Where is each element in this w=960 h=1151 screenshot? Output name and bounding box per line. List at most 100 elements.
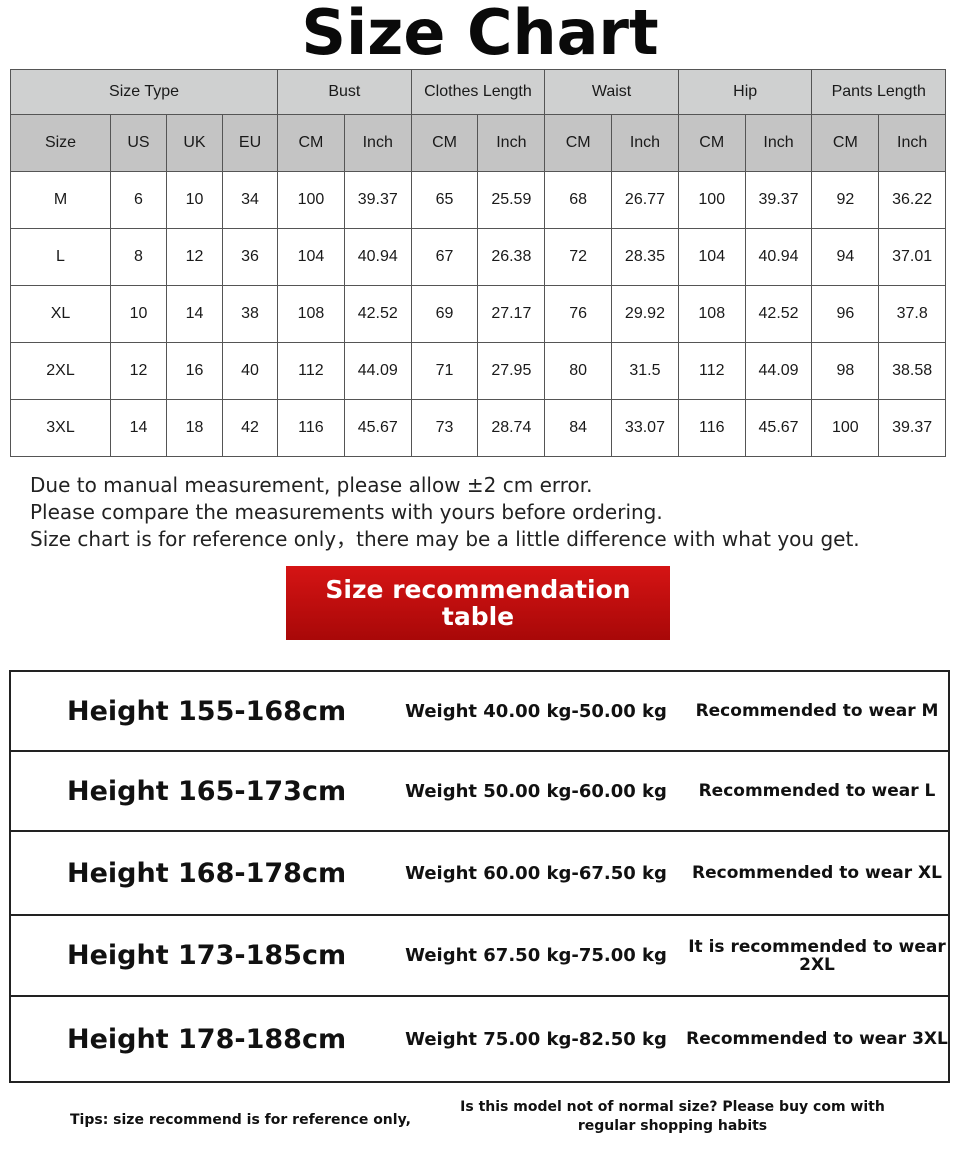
subheader-cell: CM xyxy=(410,114,479,172)
subheader-cell: Size xyxy=(10,114,111,172)
recommended-size: Recommended to wear M xyxy=(695,701,939,721)
recommendation-row: Height 168-178cm Weight 60.00 kg-67.50 kg… xyxy=(11,832,948,916)
table-cell: 36.22 xyxy=(878,171,947,229)
table-cell: 98 xyxy=(811,342,880,400)
group-header: Hip xyxy=(677,69,813,115)
recommendation-row: Height 165-173cm Weight 50.00 kg-60.00 kg… xyxy=(11,752,948,832)
table-cell: 108 xyxy=(677,285,746,343)
table-cell: 42.52 xyxy=(744,285,813,343)
table-cell: 38.58 xyxy=(878,342,947,400)
recommended-size: Recommended to wear L xyxy=(698,781,936,801)
table-cell: 40.94 xyxy=(744,228,813,286)
table-cell: 6 xyxy=(110,171,167,229)
table-cell: 36 xyxy=(221,228,279,286)
height-range: Height 178-188cm xyxy=(67,1023,347,1055)
table-cell: 28.35 xyxy=(611,228,679,286)
table-cell: 65 xyxy=(410,171,479,229)
table-cell: 69 xyxy=(410,285,479,343)
weight-range: Weight 50.00 kg-60.00 kg xyxy=(405,780,667,802)
subheader-cell: CM xyxy=(811,114,880,172)
table-cell: 39.37 xyxy=(343,171,412,229)
page-title: Size Chart xyxy=(301,0,659,69)
table-cell: 8 xyxy=(110,228,167,286)
table-cell: 18 xyxy=(166,399,223,457)
height-range: Height 173-185cm xyxy=(67,940,347,971)
size-chart-table: Size Type Bust Clothes Length Waist Hip … xyxy=(9,69,947,457)
table-cell: 108 xyxy=(277,285,345,343)
table-cell: 40 xyxy=(221,342,279,400)
recommended-size: Recommended to wear XL xyxy=(692,863,942,883)
recommended-size: It is recommended to wear 2XL xyxy=(688,936,946,975)
group-header: Waist xyxy=(544,69,679,115)
table-cell: 31.5 xyxy=(611,342,679,400)
note-line: Size chart is for reference only，there m… xyxy=(30,527,860,551)
table-cell: 84 xyxy=(544,399,613,457)
recommendation-row: Height 173-185cm Weight 67.50 kg-75.00 kg… xyxy=(11,916,948,997)
subheader-cell: UK xyxy=(166,114,223,172)
table-cell: 100 xyxy=(811,399,880,457)
subheader-cell: CM xyxy=(677,114,746,172)
group-header: Pants Length xyxy=(811,69,947,115)
table-cell: 37.8 xyxy=(878,285,947,343)
table-cell: 42.52 xyxy=(343,285,412,343)
subheader-cell: CM xyxy=(544,114,613,172)
note-line: Due to manual measurement, please allow … xyxy=(30,473,593,497)
table-cell: 26.77 xyxy=(611,171,679,229)
table-cell: 14 xyxy=(110,399,167,457)
table-cell: 116 xyxy=(677,399,746,457)
subheader-cell: Inch xyxy=(744,114,813,172)
table-cell: 112 xyxy=(277,342,345,400)
subheader-row: Size US UK EU CM Inch CM Inch CM Inch CM Inch CM Inch xyxy=(10,114,947,172)
weight-range: Weight 40.00 kg-50.00 kg xyxy=(405,700,667,722)
table-cell: 73 xyxy=(410,399,479,457)
table-row: L 8 12 36 104 40.94 67 26.38 72 28.35 104 40.94 94 37… xyxy=(10,228,947,286)
table-cell: 38 xyxy=(221,285,279,343)
table-cell: 68 xyxy=(544,171,613,229)
group-header-row: Size Type Bust Clothes Length Waist Hip … xyxy=(9,69,947,115)
table-cell: 80 xyxy=(544,342,613,400)
table-cell: 12 xyxy=(166,228,223,286)
table-cell: 37.01 xyxy=(878,228,947,286)
table-cell: 92 xyxy=(811,171,880,229)
table-cell: 39.37 xyxy=(878,399,947,457)
table-cell: 26.38 xyxy=(477,228,546,286)
table-cell: 112 xyxy=(677,342,746,400)
note-line: Please compare the measurements with you… xyxy=(30,500,663,524)
weight-range: Weight 67.50 kg-75.00 kg xyxy=(405,945,667,966)
table-cell: 28.74 xyxy=(477,399,546,457)
table-cell: 45.67 xyxy=(343,399,412,457)
table-cell: 71 xyxy=(410,342,479,400)
table-cell: 25.59 xyxy=(477,171,546,229)
table-cell: 94 xyxy=(811,228,880,286)
table-cell: 10 xyxy=(166,171,223,229)
table-row: XL 10 14 38 108 42.52 69 27.17 76 29.92 108 42.52 96… xyxy=(10,285,947,343)
weight-range: Weight 60.00 kg-67.50 kg xyxy=(405,862,667,884)
height-range: Height 155-168cm xyxy=(67,695,347,727)
table-cell: 12 xyxy=(110,342,167,400)
measurement-notes: Due to manual measurement, please allow … xyxy=(30,472,860,553)
tip-left: Tips: size recommend is for reference on… xyxy=(70,1112,411,1128)
subheader-cell: US xyxy=(110,114,167,172)
subheader-cell: CM xyxy=(277,114,345,172)
table-cell: XL xyxy=(10,285,111,343)
table-cell: 100 xyxy=(277,171,345,229)
table-cell: 100 xyxy=(677,171,746,229)
subheader-cell: Inch xyxy=(343,114,412,172)
table-cell: 104 xyxy=(277,228,345,286)
table-cell: 29.92 xyxy=(611,285,679,343)
table-cell: 96 xyxy=(811,285,880,343)
subheader-cell: EU xyxy=(221,114,279,172)
table-cell: 34 xyxy=(221,171,279,229)
table-cell: 27.17 xyxy=(477,285,546,343)
table-cell: 116 xyxy=(277,399,345,457)
table-cell: 14 xyxy=(166,285,223,343)
group-header: Size Type xyxy=(9,69,279,115)
table-cell: M xyxy=(10,171,111,229)
table-cell: 40.94 xyxy=(343,228,412,286)
subheader-cell: Inch xyxy=(611,114,679,172)
table-row: M 6 10 34 100 39.37 65 25.59 68 26.77 100 39.37 92 36… xyxy=(10,171,947,229)
table-cell: 44.09 xyxy=(343,342,412,400)
table-cell: 33.07 xyxy=(611,399,679,457)
table-cell: 10 xyxy=(110,285,167,343)
table-cell: 3XL xyxy=(10,399,111,457)
